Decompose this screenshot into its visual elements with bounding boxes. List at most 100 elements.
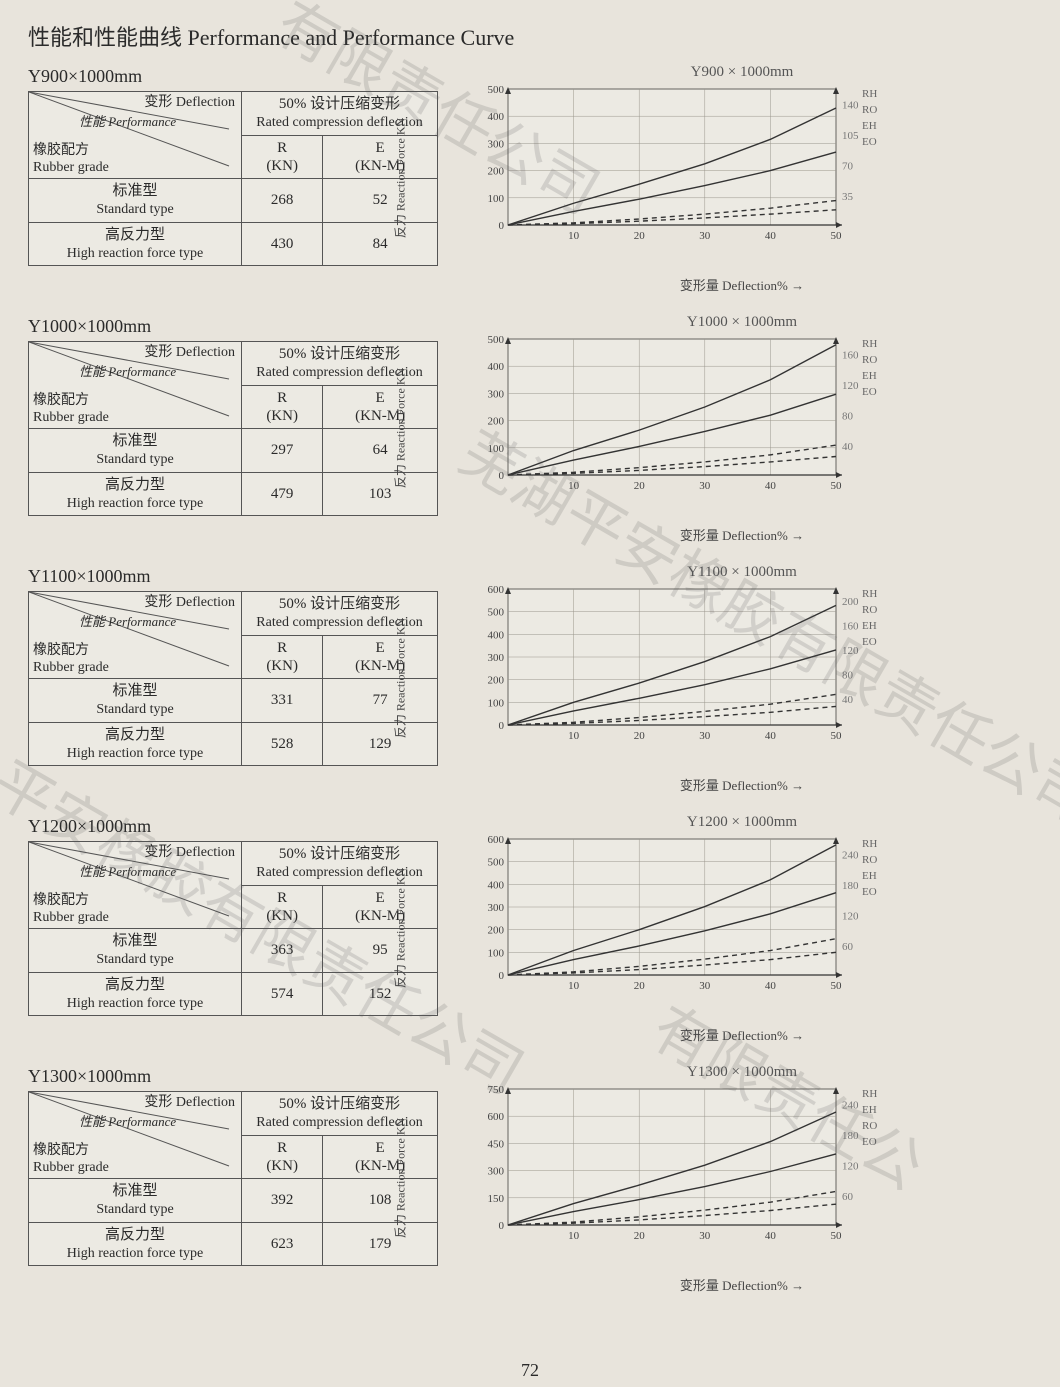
svg-text:30: 30 xyxy=(699,1230,711,1242)
svg-text:RO: RO xyxy=(862,854,877,866)
model-section: Y1000×1000mm 变形 Deflection 性能 Performanc… xyxy=(28,314,1032,544)
svg-text:40: 40 xyxy=(765,1230,777,1242)
svg-text:150: 150 xyxy=(488,1193,505,1205)
chart-title: Y1000 × 1000mm xyxy=(462,314,1022,331)
col-r: R(KN) xyxy=(242,635,323,679)
chart-title: Y900 × 1000mm xyxy=(462,64,1022,81)
svg-text:50: 50 xyxy=(831,980,843,992)
svg-text:100: 100 xyxy=(488,697,505,709)
value-e-std: 95 xyxy=(323,929,438,973)
svg-text:200: 200 xyxy=(488,166,505,178)
value-r-high: 528 xyxy=(242,722,323,766)
chart-title: Y1200 × 1000mm xyxy=(462,814,1022,831)
svg-text:30: 30 xyxy=(699,480,711,492)
value-r-std: 297 xyxy=(242,429,323,473)
svg-text:40: 40 xyxy=(765,230,777,242)
col-e: E(KN-M) xyxy=(323,635,438,679)
svg-text:EO: EO xyxy=(862,1136,877,1148)
value-r-high: 574 xyxy=(242,972,323,1016)
svg-text:30: 30 xyxy=(699,730,711,742)
svg-text:RO: RO xyxy=(862,104,877,116)
col-e: E(KN-M) xyxy=(323,1135,438,1179)
svg-text:500: 500 xyxy=(488,607,505,619)
svg-text:500: 500 xyxy=(488,84,505,96)
svg-text:300: 300 xyxy=(488,388,505,400)
table-header-diagonal: 变形 Deflection 性能 Performance 橡胶配方Rubber … xyxy=(29,92,242,179)
col-r: R(KN) xyxy=(242,135,323,179)
svg-text:50: 50 xyxy=(831,1230,843,1242)
value-e-high: 84 xyxy=(323,222,438,266)
svg-text:105: 105 xyxy=(842,130,859,142)
value-r-std: 331 xyxy=(242,679,323,723)
svg-text:10: 10 xyxy=(568,480,580,492)
svg-text:300: 300 xyxy=(488,138,505,150)
svg-text:500: 500 xyxy=(488,334,505,346)
value-r-high: 623 xyxy=(242,1222,323,1266)
svg-text:100: 100 xyxy=(488,443,505,455)
model-label: Y1300×1000mm xyxy=(28,1066,438,1087)
svg-text:160: 160 xyxy=(842,349,859,361)
y-axis-label: 反力 Reaction Force KN xyxy=(391,1118,408,1238)
svg-text:30: 30 xyxy=(699,980,711,992)
page-title: 性能和性能曲线 Performance and Performance Curv… xyxy=(28,20,1032,52)
svg-text:100: 100 xyxy=(488,947,505,959)
value-e-std: 108 xyxy=(323,1179,438,1223)
svg-text:50: 50 xyxy=(831,730,843,742)
svg-text:RH: RH xyxy=(862,88,877,100)
model-label: Y900×1000mm xyxy=(28,66,438,87)
svg-text:0: 0 xyxy=(499,720,505,732)
value-e-high: 179 xyxy=(323,1222,438,1266)
model-label: Y1200×1000mm xyxy=(28,816,438,837)
svg-text:200: 200 xyxy=(842,596,859,608)
svg-text:35: 35 xyxy=(842,191,854,203)
svg-text:50: 50 xyxy=(831,480,843,492)
y-axis-label: 反力 Reaction Force KN xyxy=(391,618,408,738)
svg-text:300: 300 xyxy=(488,652,505,664)
svg-text:200: 200 xyxy=(488,675,505,687)
svg-text:60: 60 xyxy=(842,1191,854,1203)
value-r-high: 479 xyxy=(242,472,323,516)
svg-text:50: 50 xyxy=(831,230,843,242)
svg-text:750: 750 xyxy=(488,1084,505,1096)
svg-text:EO: EO xyxy=(862,886,877,898)
value-r-std: 268 xyxy=(242,179,323,223)
svg-text:EH: EH xyxy=(862,370,877,382)
svg-text:RH: RH xyxy=(862,1088,877,1100)
svg-text:20: 20 xyxy=(634,1230,646,1242)
svg-text:RH: RH xyxy=(862,588,877,600)
value-e-high: 103 xyxy=(323,472,438,516)
svg-text:RO: RO xyxy=(862,1120,877,1132)
svg-text:400: 400 xyxy=(488,361,505,373)
svg-text:500: 500 xyxy=(488,857,505,869)
value-e-std: 77 xyxy=(323,679,438,723)
value-e-high: 152 xyxy=(323,972,438,1016)
table-header-diagonal: 变形 Deflection 性能 Performance 橡胶配方Rubber … xyxy=(29,1092,242,1179)
value-r-high: 430 xyxy=(242,222,323,266)
svg-text:RO: RO xyxy=(862,604,877,616)
value-r-std: 363 xyxy=(242,929,323,973)
svg-text:EH: EH xyxy=(862,870,877,882)
table-row: 标准型Standard type 268 52 xyxy=(29,179,438,223)
svg-text:600: 600 xyxy=(488,584,505,596)
value-r-std: 392 xyxy=(242,1179,323,1223)
svg-text:40: 40 xyxy=(842,694,854,706)
svg-text:10: 10 xyxy=(568,730,580,742)
svg-text:EO: EO xyxy=(862,136,877,148)
svg-text:120: 120 xyxy=(842,911,859,923)
table-row: 标准型Standard type 363 95 xyxy=(29,929,438,973)
svg-text:0: 0 xyxy=(499,470,505,482)
model-label: Y1100×1000mm xyxy=(28,566,438,587)
svg-text:10: 10 xyxy=(568,980,580,992)
y-axis-label: 反力 Reaction Force KN xyxy=(391,868,408,988)
svg-text:0: 0 xyxy=(499,970,505,982)
model-section: Y1100×1000mm 变形 Deflection 性能 Performanc… xyxy=(28,564,1032,794)
col-r: R(KN) xyxy=(242,885,323,929)
performance-chart: 1020304050010020030040050060020016012080… xyxy=(462,583,882,743)
svg-text:400: 400 xyxy=(488,111,505,123)
svg-text:40: 40 xyxy=(842,441,854,453)
col-r: R(KN) xyxy=(242,1135,323,1179)
table-header-diagonal: 变形 Deflection 性能 Performance 橡胶配方Rubber … xyxy=(29,592,242,679)
value-e-std: 64 xyxy=(323,429,438,473)
svg-text:120: 120 xyxy=(842,1161,859,1173)
svg-text:400: 400 xyxy=(488,879,505,891)
